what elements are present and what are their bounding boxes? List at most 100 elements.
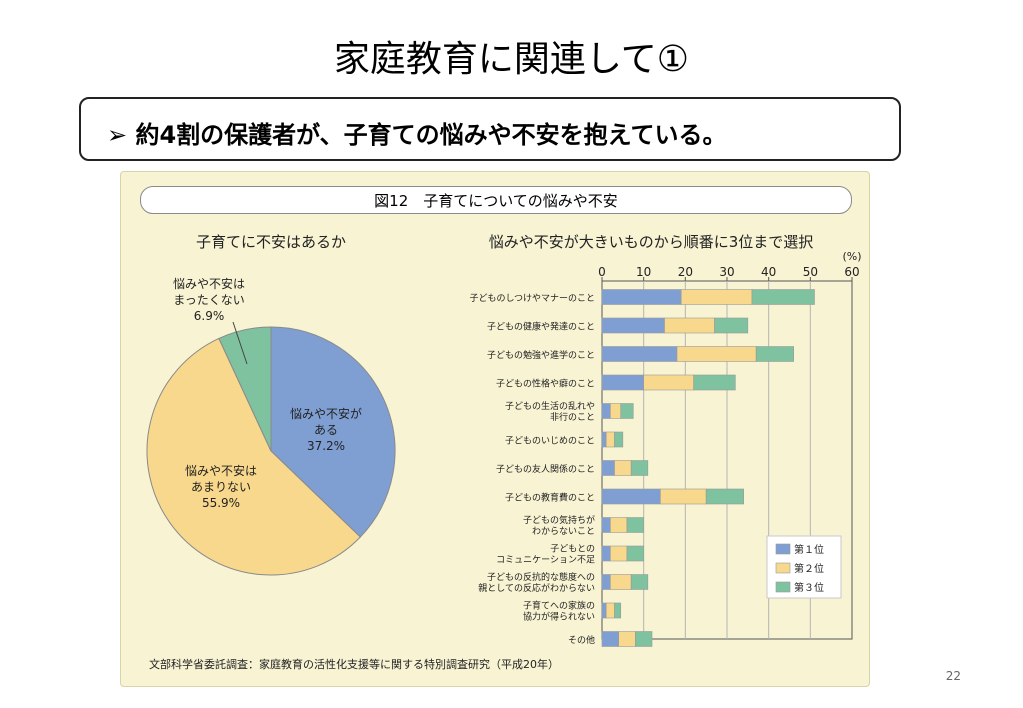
figure-title: 図12 子育てについての悩みや不安 [374, 192, 618, 210]
pie-chart: 悩みや不安がある37.2%悩みや不安はあまりない55.9%悩みや不安はまったくな… [146, 276, 396, 576]
bar-segment [635, 631, 653, 647]
category-label: 子どものしつけやマナーのこと [470, 293, 595, 304]
bar-segment [601, 460, 615, 476]
pie-value-label: 37.2% [307, 439, 345, 453]
x-tick-label: 40 [761, 265, 776, 279]
bar-segment [755, 346, 794, 362]
figure-header: 図12 子育てについての悩みや不安 [140, 186, 852, 214]
pie-leader-line [232, 321, 248, 365]
bar-segment [601, 346, 678, 362]
pie-value-label: 55.9% [202, 496, 240, 510]
pie-slice [146, 337, 362, 576]
bar-segment [601, 374, 644, 391]
legend-swatch [775, 581, 791, 593]
page-number: 22 [945, 669, 961, 683]
bar-segment [618, 631, 636, 647]
category-label: コミュニケーション不足 [496, 555, 595, 566]
bar-segment [601, 517, 611, 533]
bar-segment [601, 317, 665, 334]
bar-segment [610, 545, 628, 562]
bar-segment [620, 403, 634, 419]
pie-value-label: 6.9% [194, 309, 225, 323]
x-tick-label: 0 [598, 265, 606, 279]
bar-segment [693, 374, 736, 391]
bar-chart-title: 悩みや不安が大きいものから順番に3位まで選択 [489, 233, 814, 251]
category-label: 親としての反応がわからない [478, 582, 595, 594]
bar-segment [605, 431, 615, 448]
key-message-text: 約4割の保護者が、子育ての悩みや不安を抱えている。 [135, 121, 727, 149]
bar-segment [601, 631, 619, 647]
legend-swatch [775, 562, 791, 574]
bar-segment [614, 460, 632, 476]
category-label: 子どもの勉強や進学のこと [487, 349, 595, 361]
figure-source: 文部科学省委託調査：家庭教育の活性化支援等に関する特別調査研究（平成20年） [149, 657, 559, 671]
bar-segment [614, 431, 624, 448]
category-label: 子どもの友人関係のこと [496, 463, 595, 475]
category-label: 子どもの教育費のこと [505, 492, 595, 504]
pie-slice-label: ある [314, 423, 338, 437]
category-label: 子どもの健康や発達のこと [487, 321, 595, 333]
x-tick-label: 60 [844, 265, 859, 279]
pie-slice [218, 326, 272, 452]
bar-segment [751, 289, 815, 305]
legend-label: 第３位 [794, 581, 824, 594]
key-message: ➢ 約4割の保護者が、子育ての悩みや不安を抱えている。 [107, 115, 727, 150]
bar-segment [601, 403, 611, 419]
bar-segment [630, 460, 649, 476]
category-label: 子どもの反抗的な態度への [487, 571, 595, 583]
pie-slice-label: 悩みや不安は [185, 463, 257, 478]
bar-segment [660, 488, 707, 505]
x-tick-label: 30 [719, 265, 734, 279]
category-label: 子どもとの [550, 544, 595, 555]
bar-segment [664, 317, 715, 334]
category-label: 子どもの気持ちが [523, 514, 595, 526]
slide-title: 家庭教育に関連して① [333, 39, 690, 80]
bar-segment [601, 545, 611, 562]
legend-label: 第１位 [794, 543, 824, 556]
pie-slice [270, 326, 396, 538]
bar-segment [601, 574, 611, 590]
figure-panel: 図12 子育てについての悩みや不安 子育てに不安はあるか 悩みや不安が ある 37.… [120, 171, 870, 687]
bar-segment [601, 431, 607, 448]
bar-segment [610, 517, 628, 533]
bar-segment [643, 374, 694, 391]
category-label: 子どものいじめのこと [505, 436, 595, 447]
pie-slice-label: あまりない [191, 480, 251, 494]
bar-chart: 0 10 20 30 40 50 60 (%) 子どものしつけやマナーのこと子どもの健康や発達の… [470, 250, 862, 647]
bar-segment [601, 488, 661, 505]
pie-slice-label: まったくない [173, 293, 245, 307]
pie-slice-label: 悩みや不安は [173, 276, 245, 291]
figure-canvas: 子育てに不安はあるか 悩みや不安がある37.2%悩みや不安はあまりない55.9%… [146, 233, 862, 671]
legend-swatch [775, 543, 791, 555]
bar-segment [605, 602, 615, 619]
bar-segment [610, 574, 632, 590]
bar-segment [614, 602, 622, 619]
bar-segment [610, 403, 622, 419]
category-label: 非行のこと [550, 411, 595, 423]
bar-segment [714, 317, 749, 334]
unit-label: (%) [842, 250, 861, 263]
category-label: わからないこと [532, 526, 595, 537]
bar-segment [705, 488, 744, 505]
legend-label: 第２位 [794, 562, 824, 575]
bar-segment [676, 346, 757, 362]
bar-segment [626, 517, 644, 533]
category-label: その他 [568, 634, 595, 646]
bar-segment [630, 574, 649, 590]
category-label: 協力が得られない [523, 611, 595, 623]
x-tick-label: 10 [636, 265, 651, 279]
arrow-bullet-icon: ➢ [107, 121, 128, 149]
category-label: 子育てへの家族の [523, 600, 595, 612]
bar-segment [626, 545, 644, 562]
pie-slice-label: 悩みや不安が [290, 406, 362, 421]
bar-segment [601, 289, 682, 305]
key-message-box: ➢ 約4割の保護者が、子育ての悩みや不安を抱えている。 [79, 97, 901, 161]
x-tick-label: 20 [678, 265, 693, 279]
pie-title: 子育てに不安はあるか [196, 233, 346, 251]
x-tick-label: 50 [803, 265, 818, 279]
bar-segment [601, 602, 607, 619]
bar-segment [680, 289, 753, 305]
category-label: 子どもの性格や癖のこと [496, 378, 595, 390]
category-label: 子どもの生活の乱れや [505, 400, 595, 412]
